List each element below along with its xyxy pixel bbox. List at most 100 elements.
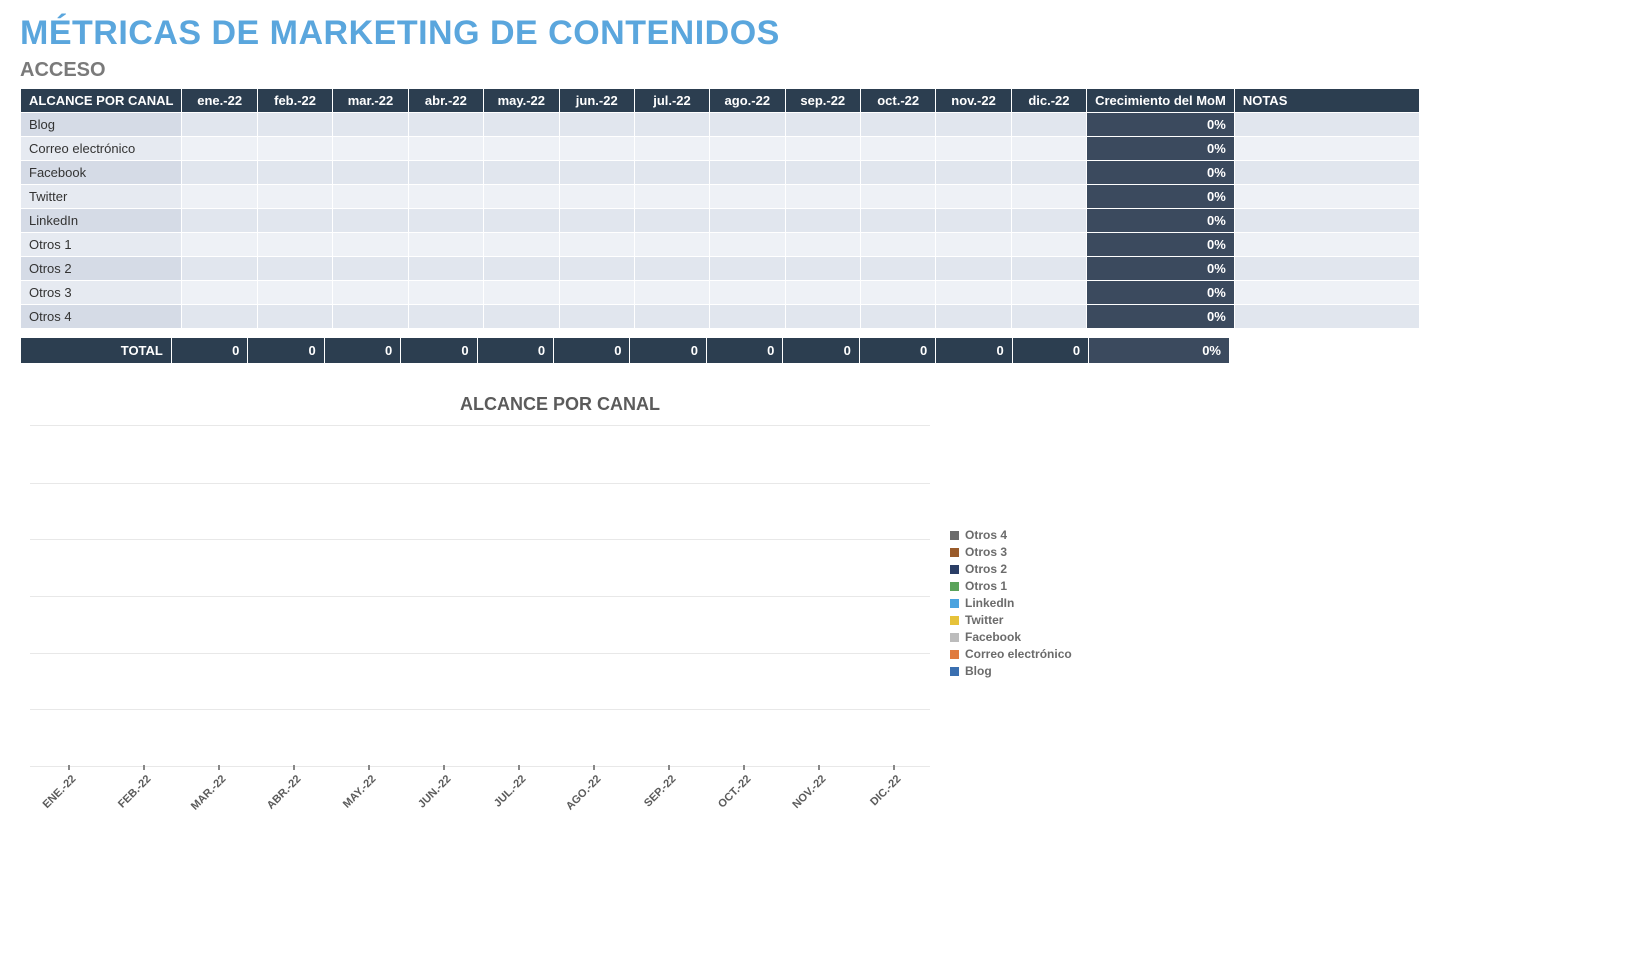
data-cell[interactable] [861, 113, 936, 137]
data-cell[interactable] [1011, 233, 1086, 257]
data-cell[interactable] [861, 305, 936, 329]
data-cell[interactable] [257, 281, 332, 305]
notes-cell[interactable] [1234, 305, 1419, 329]
data-cell[interactable] [333, 233, 408, 257]
data-cell[interactable] [408, 257, 483, 281]
data-cell[interactable] [785, 305, 860, 329]
data-cell[interactable] [1011, 185, 1086, 209]
data-cell[interactable] [1011, 113, 1086, 137]
data-cell[interactable] [257, 209, 332, 233]
data-cell[interactable] [634, 233, 709, 257]
data-cell[interactable] [785, 185, 860, 209]
row-label[interactable]: Otros 4 [21, 305, 182, 329]
data-cell[interactable] [408, 209, 483, 233]
data-cell[interactable] [936, 161, 1011, 185]
data-cell[interactable] [408, 281, 483, 305]
data-cell[interactable] [484, 137, 560, 161]
data-cell[interactable] [634, 305, 709, 329]
data-cell[interactable] [634, 113, 709, 137]
data-cell[interactable] [408, 233, 483, 257]
data-cell[interactable] [484, 113, 560, 137]
data-cell[interactable] [634, 185, 709, 209]
data-cell[interactable] [182, 305, 257, 329]
data-cell[interactable] [257, 137, 332, 161]
data-cell[interactable] [484, 305, 560, 329]
data-cell[interactable] [333, 209, 408, 233]
data-cell[interactable] [861, 137, 936, 161]
row-label[interactable]: Otros 1 [21, 233, 182, 257]
data-cell[interactable] [559, 257, 634, 281]
data-cell[interactable] [559, 113, 634, 137]
data-cell[interactable] [1011, 281, 1086, 305]
row-label[interactable]: LinkedIn [21, 209, 182, 233]
data-cell[interactable] [257, 185, 332, 209]
data-cell[interactable] [710, 209, 785, 233]
data-cell[interactable] [710, 281, 785, 305]
data-cell[interactable] [710, 305, 785, 329]
data-cell[interactable] [1011, 137, 1086, 161]
data-cell[interactable] [936, 233, 1011, 257]
data-cell[interactable] [785, 137, 860, 161]
data-cell[interactable] [1011, 209, 1086, 233]
row-label[interactable]: Twitter [21, 185, 182, 209]
data-cell[interactable] [484, 161, 560, 185]
data-cell[interactable] [333, 281, 408, 305]
data-cell[interactable] [333, 185, 408, 209]
data-cell[interactable] [559, 233, 634, 257]
data-cell[interactable] [861, 185, 936, 209]
data-cell[interactable] [182, 209, 257, 233]
data-cell[interactable] [936, 209, 1011, 233]
data-cell[interactable] [785, 257, 860, 281]
data-cell[interactable] [408, 185, 483, 209]
notes-cell[interactable] [1234, 113, 1419, 137]
data-cell[interactable] [785, 113, 860, 137]
data-cell[interactable] [559, 161, 634, 185]
data-cell[interactable] [634, 209, 709, 233]
data-cell[interactable] [785, 281, 860, 305]
data-cell[interactable] [861, 161, 936, 185]
data-cell[interactable] [182, 113, 257, 137]
data-cell[interactable] [257, 161, 332, 185]
row-label[interactable]: Blog [21, 113, 182, 137]
notes-cell[interactable] [1234, 209, 1419, 233]
data-cell[interactable] [484, 185, 560, 209]
data-cell[interactable] [182, 137, 257, 161]
data-cell[interactable] [861, 233, 936, 257]
data-cell[interactable] [333, 161, 408, 185]
notes-cell[interactable] [1234, 281, 1419, 305]
data-cell[interactable] [484, 281, 560, 305]
data-cell[interactable] [559, 185, 634, 209]
data-cell[interactable] [408, 305, 483, 329]
data-cell[interactable] [484, 233, 560, 257]
data-cell[interactable] [182, 233, 257, 257]
notes-cell[interactable] [1234, 161, 1419, 185]
data-cell[interactable] [936, 281, 1011, 305]
data-cell[interactable] [710, 233, 785, 257]
data-cell[interactable] [182, 257, 257, 281]
data-cell[interactable] [257, 233, 332, 257]
data-cell[interactable] [634, 161, 709, 185]
row-label[interactable]: Otros 3 [21, 281, 182, 305]
data-cell[interactable] [333, 113, 408, 137]
data-cell[interactable] [785, 233, 860, 257]
data-cell[interactable] [484, 209, 560, 233]
data-cell[interactable] [182, 185, 257, 209]
data-cell[interactable] [408, 137, 483, 161]
data-cell[interactable] [257, 113, 332, 137]
row-label[interactable]: Otros 2 [21, 257, 182, 281]
data-cell[interactable] [936, 137, 1011, 161]
data-cell[interactable] [861, 209, 936, 233]
data-cell[interactable] [936, 185, 1011, 209]
data-cell[interactable] [333, 137, 408, 161]
data-cell[interactable] [1011, 305, 1086, 329]
data-cell[interactable] [333, 305, 408, 329]
data-cell[interactable] [1011, 257, 1086, 281]
data-cell[interactable] [1011, 161, 1086, 185]
data-cell[interactable] [710, 137, 785, 161]
data-cell[interactable] [408, 113, 483, 137]
data-cell[interactable] [257, 305, 332, 329]
data-cell[interactable] [785, 209, 860, 233]
notes-cell[interactable] [1234, 257, 1419, 281]
notes-cell[interactable] [1234, 185, 1419, 209]
row-label[interactable]: Facebook [21, 161, 182, 185]
